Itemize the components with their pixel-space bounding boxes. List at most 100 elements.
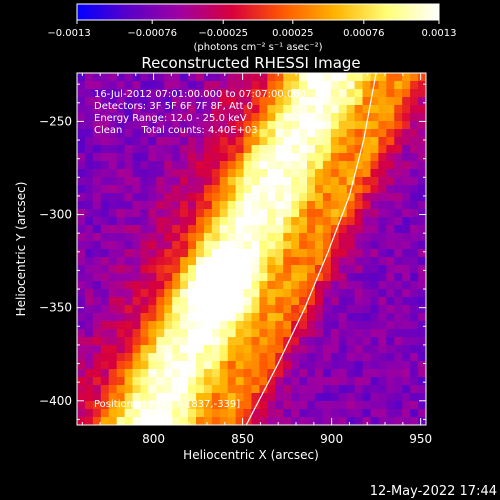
heatmap-cell [378, 241, 387, 250]
heatmap-cell [370, 225, 379, 234]
heatmap-cell [394, 289, 403, 298]
heatmap-cell [259, 185, 268, 194]
heatmap-cell [354, 169, 363, 178]
heatmap-cell [164, 361, 173, 370]
heatmap-cell [148, 73, 157, 82]
heatmap-cell [227, 193, 237, 202]
heatmap-cell [291, 345, 300, 354]
heatmap-cell [100, 265, 110, 274]
heatmap-cell [322, 233, 332, 242]
heatmap-cell [322, 353, 332, 362]
heatmap-cell [314, 201, 324, 210]
heatmap-cell [330, 409, 340, 418]
heatmap-cell [164, 105, 173, 114]
heatmap-cell [180, 121, 189, 130]
heatmap-cell [370, 121, 379, 130]
heatmap-cell [251, 305, 260, 314]
heatmap-cell [346, 337, 356, 346]
heatmap-cell [330, 193, 340, 202]
heatmap-cell [188, 233, 197, 242]
heatmap-cell [362, 225, 371, 234]
heatmap-cell [148, 105, 157, 114]
heatmap-cell [362, 377, 371, 386]
heatmap-cell [338, 105, 348, 114]
heatmap-cell [132, 73, 141, 82]
heatmap-cell [314, 265, 324, 274]
heatmap-cell [203, 297, 213, 306]
heatmap-cell [386, 257, 395, 266]
heatmap-cell [354, 177, 363, 186]
heatmap-cell [124, 337, 133, 346]
heatmap-cell [410, 225, 419, 234]
heatmap-cell [203, 137, 213, 146]
heatmap-cell [322, 409, 332, 418]
heatmap-cell [362, 129, 371, 138]
heatmap-cell [370, 161, 379, 170]
heatmap-cell [92, 201, 102, 210]
heatmap-cell [203, 409, 213, 418]
heatmap-cell [164, 137, 173, 146]
heatmap-cell [346, 353, 356, 362]
heatmap-cell [283, 137, 292, 146]
heatmap-cell [148, 249, 157, 258]
heatmap-cell [322, 377, 332, 386]
heatmap-cell [140, 105, 149, 114]
heatmap-cell [203, 313, 213, 322]
heatmap-cell [346, 161, 356, 170]
heatmap-cell [124, 105, 133, 114]
heatmap-cell [116, 257, 125, 266]
heatmap-cell [362, 369, 371, 378]
heatmap-cell [156, 313, 165, 322]
heatmap-cell [164, 113, 173, 122]
heatmap-cell [92, 401, 102, 410]
heatmap-cell [394, 337, 403, 346]
heatmap-cell [156, 225, 165, 234]
heatmap-cell [370, 129, 379, 138]
heatmap-cell [275, 113, 284, 122]
heatmap-cell [92, 217, 102, 226]
heatmap-cell [132, 369, 141, 378]
heatmap-cell [259, 393, 268, 402]
heatmap-cell [283, 81, 292, 90]
heatmap-cell [116, 145, 125, 154]
heatmap-cell [164, 73, 173, 82]
heatmap-cell [299, 377, 308, 386]
heatmap-cell [227, 201, 237, 210]
heatmap-cell [211, 297, 221, 306]
heatmap-cell [164, 369, 173, 378]
heatmap-cell [84, 177, 94, 186]
heatmap-cell [243, 233, 252, 242]
heatmap-cell [259, 257, 268, 266]
heatmap-cell [77, 81, 86, 90]
heatmap-cell [314, 281, 324, 290]
heatmap-cell [314, 377, 324, 386]
heatmap-cell [322, 73, 332, 82]
heatmap-cell [227, 289, 237, 298]
heatmap-cell [108, 401, 118, 410]
heatmap-cell [227, 129, 237, 138]
heatmap-cell [180, 81, 189, 90]
heatmap-cell [338, 337, 348, 346]
heatmap-cell [299, 201, 308, 210]
heatmap-cell [108, 353, 118, 362]
heatmap-cell [124, 97, 133, 106]
heatmap-cell [410, 273, 419, 282]
heatmap-cell [108, 409, 118, 418]
heatmap-cell [275, 209, 284, 218]
heatmap-cell [362, 305, 371, 314]
heatmap-cell [370, 345, 379, 354]
heatmap-cell [140, 153, 149, 162]
heatmap-cell [283, 113, 292, 122]
heatmap-cell [108, 217, 118, 226]
heatmap-cell [211, 337, 221, 346]
heatmap-cell [195, 393, 205, 402]
heatmap-cell [314, 233, 324, 242]
heatmap-cell [235, 297, 244, 306]
heatmap-cell [195, 209, 205, 218]
heatmap-cell [172, 353, 181, 362]
heatmap-cell [394, 89, 403, 98]
heatmap-cell [100, 129, 110, 138]
heatmap-cell [116, 177, 125, 186]
heatmap-cell [203, 193, 213, 202]
heatmap-cell [132, 81, 141, 90]
